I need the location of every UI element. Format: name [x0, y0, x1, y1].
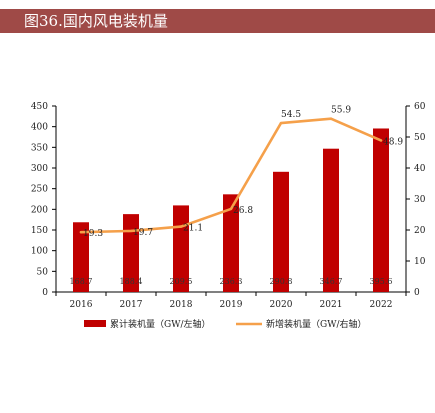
bar-value-label: 236.3: [220, 277, 243, 286]
chart-title: 图36.国内风电装机量: [0, 9, 435, 33]
y-left-tick-label: 350: [31, 143, 48, 153]
bar: [73, 222, 89, 292]
y-right-tick-label: 50: [414, 133, 426, 143]
y-left-tick-label: 400: [31, 123, 48, 133]
line-value-label: 19.7: [133, 228, 153, 238]
bar: [323, 148, 339, 292]
chart-axes: 0 50 100 150 200 250 300 350 400 450 0 10 20 30 40 50 60…: [31, 102, 426, 310]
line-value-label: 26.8: [233, 206, 253, 216]
line-point: [179, 225, 183, 228]
y-left-tick-label: 150: [31, 226, 48, 236]
bar-value-label: 209.5: [170, 277, 193, 286]
line-point: [129, 229, 133, 233]
y-left-tick-label: 250: [31, 185, 48, 195]
data-labels: 168.7 188.4 209.5 236.3 290.8 346.7 395.6 19.3 1…: [70, 106, 404, 286]
bar: [373, 128, 389, 292]
legend: 累计装机量（GW/左轴） 新增装机量（GW/右轴）: [84, 318, 366, 330]
y-left-tick-label: 450: [31, 102, 48, 112]
bar: [223, 194, 239, 292]
y-right-tick-label: 40: [414, 164, 426, 174]
line-value-label: 54.5: [281, 110, 301, 120]
x-tick-label: 2022: [370, 300, 393, 310]
line-value-label: 21.1: [183, 224, 203, 234]
y-right-tick-label: 10: [414, 257, 426, 267]
x-tick-label: 2017: [120, 300, 143, 310]
bar-value-label: 188.4: [120, 277, 143, 286]
legend-bar-label: 累计装机量（GW/左轴）: [110, 318, 210, 330]
line-series: [79, 117, 383, 234]
y-right-tick-label: 30: [414, 195, 426, 205]
legend-bar-swatch: [84, 320, 106, 327]
bar-value-label: 290.8: [270, 277, 293, 286]
bar-series: [73, 128, 389, 292]
bar-value-label: 346.7: [320, 277, 343, 286]
x-tick-label: 2016: [70, 300, 93, 310]
line-point: [279, 121, 283, 125]
y-right-tick-label: 0: [414, 288, 420, 298]
y-left-tick-label: 0: [42, 288, 48, 298]
bar-value-label: 395.6: [370, 277, 393, 286]
line-value-label: 48.9: [383, 137, 403, 147]
x-tick-label: 2021: [320, 300, 343, 310]
legend-line-label: 新增装机量（GW/右轴）: [266, 318, 366, 330]
bar: [123, 214, 139, 292]
line-point: [379, 139, 383, 142]
x-tick-label: 2020: [270, 300, 293, 310]
y-left-tick-label: 50: [37, 267, 49, 277]
y-left-tick-label: 100: [31, 247, 48, 257]
y-right-tick-label: 20: [414, 226, 426, 236]
line-value-label: 19.3: [83, 229, 103, 239]
line-point: [79, 230, 83, 234]
y-right-tick-label: 60: [414, 102, 426, 112]
y-left-tick-label: 300: [31, 164, 48, 174]
line-point: [229, 207, 233, 211]
x-tick-label: 2019: [220, 300, 243, 310]
x-tick-label: 2018: [170, 300, 193, 310]
bar: [273, 171, 289, 292]
bar-value-label: 168.7: [70, 277, 93, 286]
line-point: [329, 117, 333, 120]
y-left-tick-label: 200: [31, 205, 48, 215]
line-value-label: 55.9: [331, 106, 351, 116]
